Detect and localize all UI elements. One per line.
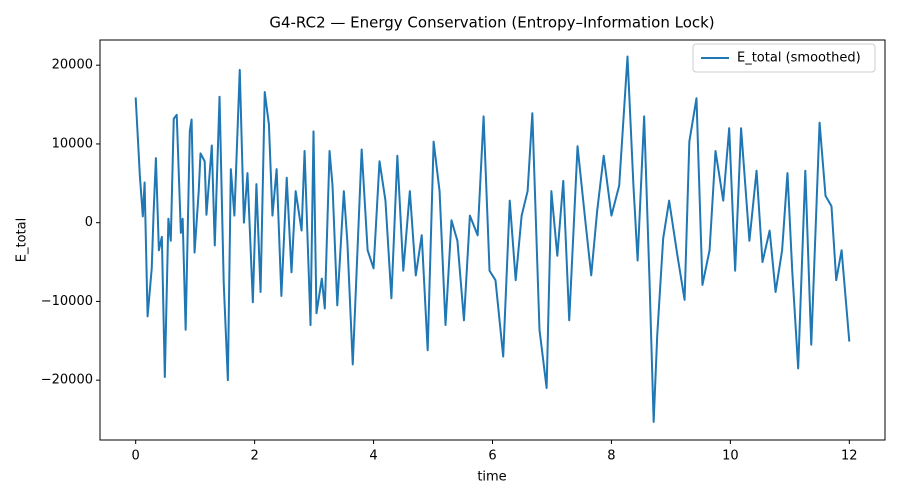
y-tick-label: 10000: [52, 136, 93, 151]
x-tick-label: 8: [607, 449, 615, 464]
x-tick-label: 12: [841, 449, 858, 464]
y-tick-label: −10000: [41, 294, 93, 309]
y-tick-label: 20000: [52, 58, 93, 73]
x-tick-label: 10: [722, 449, 739, 464]
legend-label: E_total (smoothed): [737, 51, 861, 66]
x-tick-label: 0: [132, 449, 140, 464]
x-tick-label: 2: [250, 449, 258, 464]
plot-frame: [99, 39, 886, 441]
x-axis-label: time: [477, 470, 506, 485]
y-tick-label: 0: [85, 215, 93, 230]
x-tick-label: 4: [369, 449, 377, 464]
legend-box: [692, 43, 876, 73]
x-tick-label: 6: [488, 449, 496, 464]
y-axis-label: E_total: [15, 218, 30, 262]
chart-title: G4-RC2 — Energy Conservation (Entropy–In…: [269, 14, 714, 32]
y-tick-label: −20000: [41, 373, 93, 388]
data-line: [134, 55, 851, 423]
